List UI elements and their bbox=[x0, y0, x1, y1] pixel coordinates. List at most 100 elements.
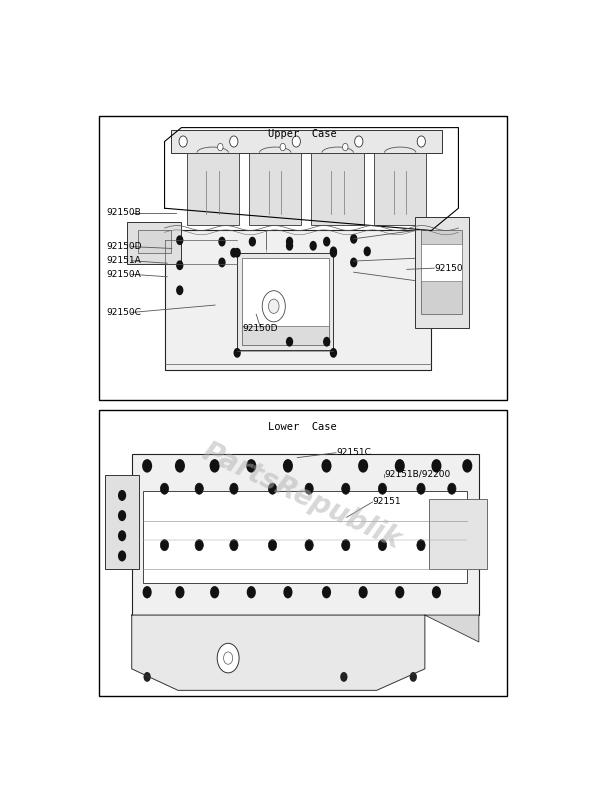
Circle shape bbox=[224, 652, 233, 664]
Circle shape bbox=[340, 672, 348, 682]
Circle shape bbox=[262, 291, 285, 322]
Circle shape bbox=[249, 237, 256, 247]
Circle shape bbox=[176, 285, 183, 295]
Circle shape bbox=[343, 143, 348, 151]
Polygon shape bbox=[132, 615, 425, 690]
Text: 92150A: 92150A bbox=[107, 270, 141, 279]
Circle shape bbox=[323, 237, 330, 247]
Bar bbox=[171, 130, 442, 153]
Circle shape bbox=[176, 235, 183, 245]
Bar bbox=[421, 230, 462, 314]
Circle shape bbox=[292, 136, 300, 147]
Circle shape bbox=[286, 240, 293, 251]
Circle shape bbox=[247, 586, 256, 598]
Circle shape bbox=[118, 551, 126, 562]
Circle shape bbox=[246, 459, 256, 473]
Circle shape bbox=[409, 672, 417, 682]
Text: 92151C: 92151C bbox=[336, 448, 371, 457]
Circle shape bbox=[217, 143, 223, 151]
Bar bbox=[429, 499, 487, 570]
Circle shape bbox=[269, 299, 279, 313]
Circle shape bbox=[179, 136, 187, 147]
Circle shape bbox=[286, 237, 293, 247]
Circle shape bbox=[176, 586, 184, 598]
Text: 92150C: 92150C bbox=[107, 308, 141, 317]
Circle shape bbox=[230, 539, 238, 551]
Circle shape bbox=[358, 459, 368, 473]
Text: Upper  Case: Upper Case bbox=[269, 129, 337, 139]
Text: 92151A: 92151A bbox=[107, 256, 141, 265]
Circle shape bbox=[448, 539, 456, 551]
Polygon shape bbox=[425, 615, 479, 642]
Text: 92150: 92150 bbox=[434, 264, 463, 272]
Text: 92150B: 92150B bbox=[107, 209, 141, 217]
Bar bbox=[237, 252, 333, 350]
Circle shape bbox=[350, 257, 358, 268]
Circle shape bbox=[342, 483, 350, 495]
Circle shape bbox=[330, 348, 337, 358]
Bar bbox=[99, 410, 507, 696]
Circle shape bbox=[330, 246, 337, 256]
Circle shape bbox=[269, 539, 277, 551]
Circle shape bbox=[176, 260, 183, 270]
Circle shape bbox=[305, 539, 313, 551]
Circle shape bbox=[378, 539, 386, 551]
Bar bbox=[143, 491, 467, 582]
Circle shape bbox=[219, 257, 226, 268]
Circle shape bbox=[363, 246, 371, 256]
Circle shape bbox=[230, 483, 238, 495]
Text: PartsRepublik: PartsRepublik bbox=[198, 437, 406, 555]
Circle shape bbox=[342, 539, 350, 551]
Circle shape bbox=[448, 483, 456, 495]
Circle shape bbox=[395, 459, 405, 473]
Bar bbox=[242, 257, 329, 345]
Circle shape bbox=[322, 586, 331, 598]
Circle shape bbox=[118, 531, 126, 541]
Circle shape bbox=[142, 459, 152, 473]
Circle shape bbox=[195, 539, 203, 551]
Text: 92150D: 92150D bbox=[243, 324, 278, 333]
Circle shape bbox=[143, 586, 152, 598]
Circle shape bbox=[230, 248, 237, 257]
Bar bbox=[132, 454, 479, 615]
Bar bbox=[415, 217, 469, 328]
Circle shape bbox=[160, 483, 168, 495]
Bar bbox=[105, 475, 140, 570]
Bar bbox=[127, 222, 181, 264]
Circle shape bbox=[323, 337, 330, 347]
Bar bbox=[242, 326, 329, 345]
Circle shape bbox=[233, 248, 241, 257]
Circle shape bbox=[195, 483, 203, 495]
Text: 92151: 92151 bbox=[373, 498, 401, 507]
Circle shape bbox=[359, 586, 368, 598]
Text: Lower  Case: Lower Case bbox=[269, 422, 337, 432]
Circle shape bbox=[305, 483, 313, 495]
Circle shape bbox=[233, 348, 241, 358]
Bar bbox=[137, 230, 171, 252]
Bar bbox=[374, 153, 426, 225]
Circle shape bbox=[210, 459, 220, 473]
Circle shape bbox=[118, 510, 126, 521]
Circle shape bbox=[144, 672, 151, 682]
Circle shape bbox=[395, 586, 405, 598]
Circle shape bbox=[286, 337, 293, 347]
Circle shape bbox=[322, 459, 332, 473]
Circle shape bbox=[310, 240, 317, 251]
Circle shape bbox=[283, 459, 293, 473]
Circle shape bbox=[230, 136, 238, 147]
Circle shape bbox=[210, 586, 219, 598]
Text: 92150D: 92150D bbox=[107, 242, 142, 251]
Circle shape bbox=[350, 234, 358, 244]
Circle shape bbox=[378, 483, 386, 495]
Circle shape bbox=[269, 483, 277, 495]
Circle shape bbox=[417, 483, 425, 495]
Bar bbox=[187, 153, 239, 225]
Circle shape bbox=[160, 539, 168, 551]
Circle shape bbox=[417, 539, 425, 551]
Bar bbox=[421, 244, 462, 280]
Circle shape bbox=[118, 490, 126, 501]
Bar bbox=[312, 153, 364, 225]
Circle shape bbox=[431, 459, 441, 473]
Circle shape bbox=[283, 586, 293, 598]
Circle shape bbox=[217, 643, 239, 673]
